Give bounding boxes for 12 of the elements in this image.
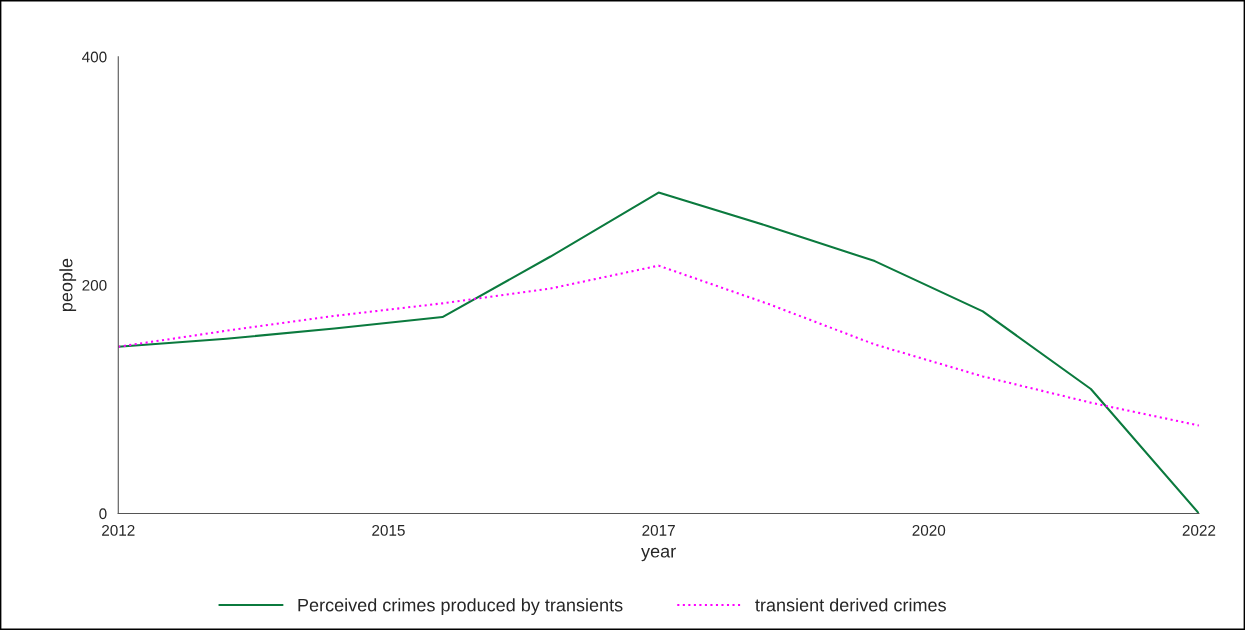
x-tick-label: 2015 (372, 524, 405, 536)
x-tick-label: 2017 (642, 524, 675, 536)
x-tick-label: 2012 (102, 524, 135, 536)
y-tick-label: 0 (99, 508, 107, 520)
y-tick-label: 200 (82, 279, 107, 291)
legend-label: Perceived crimes produced by transients (298, 598, 623, 616)
x-tick-label: 2020 (912, 524, 946, 536)
legend-label: transient derived crimes (755, 598, 946, 612)
y-tick-label: 400 (82, 51, 107, 63)
x-tick-label: 2022 (1182, 524, 1216, 536)
y-axis-title: people (59, 258, 77, 312)
x-axis-title: year (641, 547, 676, 562)
